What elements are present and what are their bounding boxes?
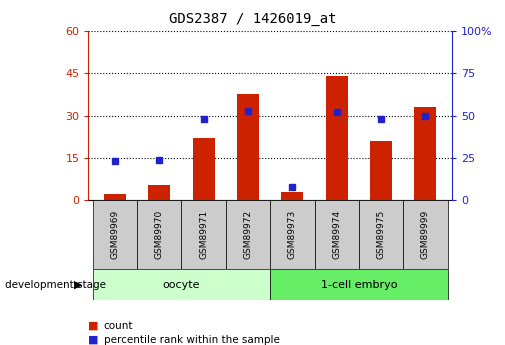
Text: GSM89999: GSM89999 [421, 210, 430, 259]
Bar [315, 200, 359, 269]
Bar [414, 107, 436, 200]
Bar [403, 200, 447, 269]
Bar [237, 95, 259, 200]
Bar [226, 200, 270, 269]
Bar [359, 200, 403, 269]
Bar [270, 200, 315, 269]
Text: GSM89972: GSM89972 [243, 210, 252, 259]
Bar [104, 195, 126, 200]
Bar [137, 200, 181, 269]
Text: GDS2387 / 1426019_at: GDS2387 / 1426019_at [169, 12, 336, 26]
Text: percentile rank within the sample: percentile rank within the sample [104, 335, 279, 345]
Bar [270, 269, 447, 300]
Bar [281, 191, 304, 200]
Text: ▶: ▶ [74, 280, 82, 289]
Text: GSM89970: GSM89970 [155, 210, 164, 259]
Text: GSM89971: GSM89971 [199, 210, 208, 259]
Bar [370, 141, 392, 200]
Bar [326, 76, 348, 200]
Bar [192, 138, 215, 200]
Text: development stage: development stage [5, 280, 106, 289]
Text: GSM89974: GSM89974 [332, 210, 341, 259]
Text: GSM89975: GSM89975 [377, 210, 385, 259]
Text: GSM89973: GSM89973 [288, 210, 297, 259]
Text: ■: ■ [88, 335, 99, 345]
Text: GSM89969: GSM89969 [111, 210, 120, 259]
Bar [93, 269, 270, 300]
Text: ■: ■ [88, 321, 99, 331]
Bar [148, 185, 170, 200]
Bar [93, 200, 137, 269]
Text: count: count [104, 321, 133, 331]
Text: oocyte: oocyte [163, 280, 200, 289]
Bar [181, 200, 226, 269]
Text: 1-cell embryo: 1-cell embryo [321, 280, 397, 289]
